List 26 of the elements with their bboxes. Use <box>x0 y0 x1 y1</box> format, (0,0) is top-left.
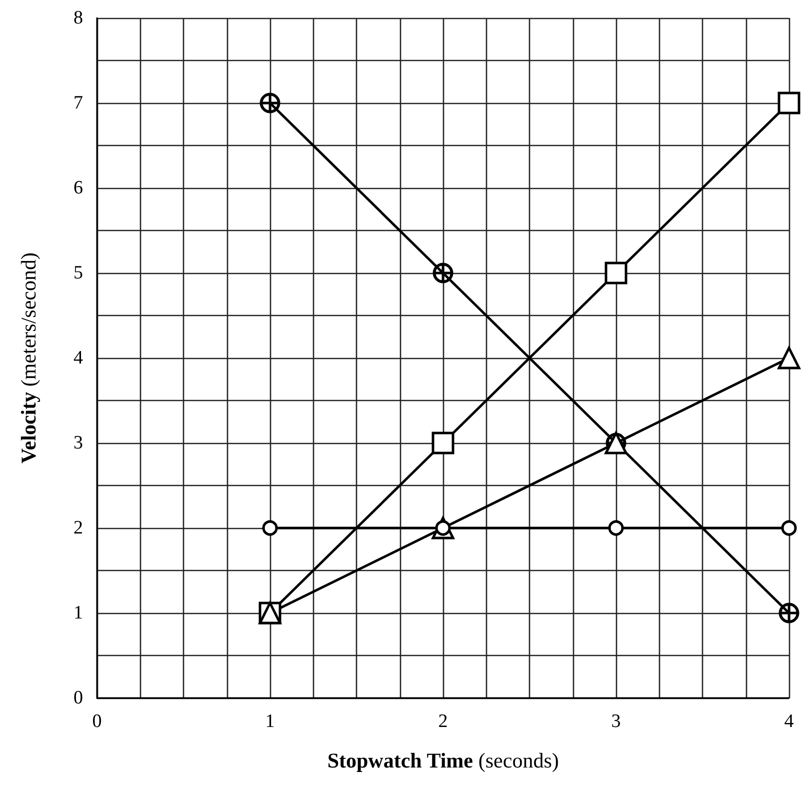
y-tick-label: 3 <box>74 432 83 454</box>
point <box>604 262 628 284</box>
y-tick-label: 2 <box>74 518 83 538</box>
y-tick-label: 7 <box>74 92 83 114</box>
y-tick-label: 6 <box>74 178 83 198</box>
x-tick-label: 1 <box>265 711 275 732</box>
y-tick-label: 1 <box>74 602 83 624</box>
y-tick-label: 5 <box>74 262 83 284</box>
y-axis-title: Velocity (meters/second) <box>16 252 40 464</box>
point <box>432 262 454 284</box>
point <box>260 92 280 114</box>
point <box>778 602 800 624</box>
y-tick-label: 0 <box>74 688 83 708</box>
x-tick-label: 4 <box>784 711 794 732</box>
point <box>262 520 278 536</box>
point <box>778 92 800 114</box>
y-tick-label: 8 <box>74 8 83 28</box>
x-tick-label: 0 <box>92 711 102 732</box>
y-tick-label: 4 <box>74 348 84 368</box>
point <box>432 432 454 454</box>
point <box>781 520 797 536</box>
x-tick-label: 2 <box>438 711 448 732</box>
x-axis-title: Stopwatch Time (seconds) <box>327 748 559 772</box>
point <box>608 520 624 536</box>
x-tick-label: 3 <box>611 711 621 732</box>
point <box>778 346 800 370</box>
